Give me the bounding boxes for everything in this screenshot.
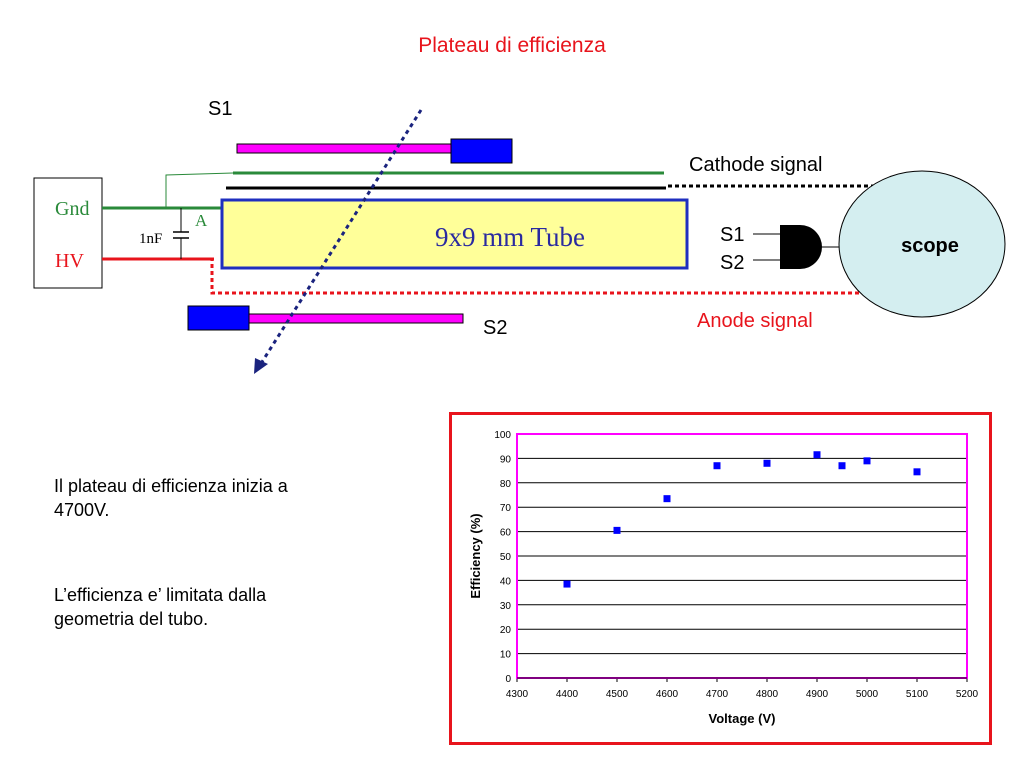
note-line-1: Il plateau di efficienza inizia a xyxy=(54,476,288,496)
note-1: Il plateau di efficienza inizia a 4700V. xyxy=(54,474,374,522)
note-2: L’efficienza e’ limitata dalla geometria… xyxy=(54,583,374,631)
x-tick-label: 5000 xyxy=(856,689,879,700)
label-gate-s2: S2 xyxy=(720,252,744,274)
x-tick-label: 4900 xyxy=(806,689,829,700)
label-cathode-signal: Cathode signal xyxy=(689,154,822,176)
anode-signal-line xyxy=(210,257,870,295)
data-point xyxy=(863,457,871,465)
data-point xyxy=(913,468,921,476)
label-hv: HV xyxy=(55,250,84,272)
and-gate xyxy=(780,225,822,269)
data-point xyxy=(763,459,771,467)
tube-label: 9x9 mm Tube xyxy=(435,222,585,252)
y-tick-label: 100 xyxy=(494,430,511,441)
scope-label: scope xyxy=(901,235,959,257)
x-tick-label: 4700 xyxy=(706,689,729,700)
y-axis-label: Efficiency (%) xyxy=(468,513,483,598)
efficiency-chart: 0 10 20 30 40 50 60 70 80 90 100 4300 4400 4500 4600 47… xyxy=(468,430,979,726)
y-tick-label: 90 xyxy=(500,454,512,465)
label-anode-point: A xyxy=(195,211,208,230)
y-tick-label: 70 xyxy=(500,503,512,514)
power-supply-box xyxy=(33,177,103,289)
pmt-s2 xyxy=(187,305,250,331)
y-tick-label: 60 xyxy=(500,528,512,539)
note-line-4: geometria del tubo. xyxy=(54,609,209,629)
y-tick-label: 30 xyxy=(500,601,512,612)
scintillator-s1-bar xyxy=(236,143,453,154)
y-tick-label: 10 xyxy=(500,650,512,661)
x-tick-label: 4800 xyxy=(756,689,779,700)
scintillator-s2-bar xyxy=(247,313,464,324)
x-tick-label: 4600 xyxy=(656,689,679,700)
tube xyxy=(220,198,689,270)
x-tick-label: 4400 xyxy=(556,689,579,700)
x-tick-label: 5200 xyxy=(956,689,979,700)
y-tick-label: 40 xyxy=(500,576,512,587)
x-tick-label: 4300 xyxy=(506,689,529,700)
note-line-2: 4700V. xyxy=(54,500,110,520)
x-tick-label: 5100 xyxy=(906,689,929,700)
page-title: Plateau di efficienza xyxy=(418,34,606,57)
data-point xyxy=(713,462,721,470)
label-s1-top: S1 xyxy=(208,98,232,120)
x-tick-label: 4500 xyxy=(606,689,629,700)
data-point xyxy=(838,462,846,470)
y-tick-label: 50 xyxy=(500,552,512,563)
chart-frame xyxy=(449,412,992,745)
data-point xyxy=(563,580,571,588)
data-point xyxy=(663,495,671,503)
gnd-connector xyxy=(165,172,234,207)
scope xyxy=(838,170,1006,318)
setup-diagram: S1 Cathode signal Gnd HV 1nF A 9x9 mm Tu… xyxy=(33,98,1006,374)
particle-track-arrowhead xyxy=(254,358,268,374)
pmt-s1 xyxy=(450,138,513,164)
data-point xyxy=(813,451,821,459)
data-point xyxy=(613,526,621,534)
y-tick-label: 20 xyxy=(500,625,512,636)
label-gnd: Gnd xyxy=(55,198,89,220)
y-tick-label: 0 xyxy=(505,674,511,685)
label-capacitor: 1nF xyxy=(139,231,162,247)
label-anode-signal: Anode signal xyxy=(697,310,813,332)
label-s2-bottom: S2 xyxy=(483,317,507,339)
note-line-3: L’efficienza e’ limitata dalla xyxy=(54,585,267,605)
y-tick-label: 80 xyxy=(500,479,512,490)
x-axis-label: Voltage (V) xyxy=(709,711,776,726)
particle-track xyxy=(260,109,423,363)
label-gate-s1: S1 xyxy=(720,224,744,246)
